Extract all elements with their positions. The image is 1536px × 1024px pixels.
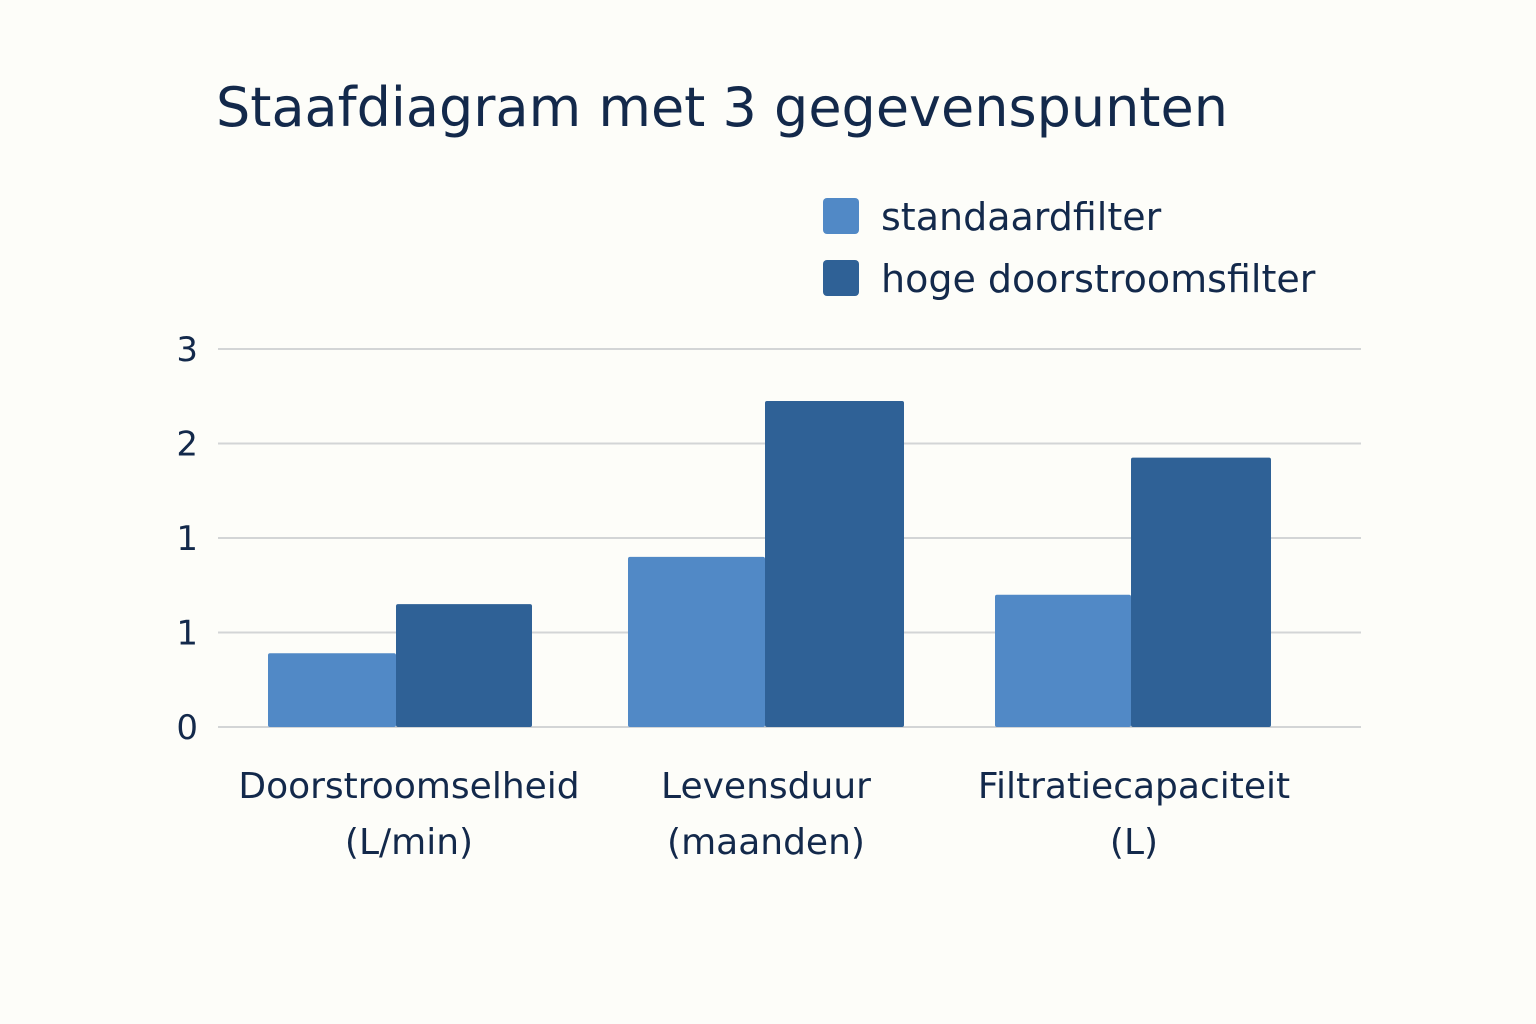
legend-label-standaardfilter: standaardfilter	[881, 195, 1162, 239]
bars	[268, 400, 1271, 727]
y-tick-label: 2	[176, 425, 198, 465]
y-tick-label: 3	[176, 330, 198, 370]
category-label: (maanden)	[667, 822, 865, 863]
legend: standaardfilter hoge doorstroomsfilter	[823, 195, 1316, 301]
bar-standaardfilter-0	[268, 653, 396, 727]
y-tick-label: 1	[176, 519, 198, 559]
bar-standaardfilter-1	[628, 556, 765, 727]
legend-label-hoge-doorstroomsfilter: hoge doorstroomsfilter	[881, 257, 1316, 301]
legend-swatch-hoge-doorstroomsfilter	[823, 260, 859, 296]
y-tick-label: 0	[176, 708, 198, 748]
y-tick-label: 1	[176, 614, 198, 654]
bar-hoge-doorstroomsfilter-0	[396, 604, 532, 727]
category-label: (L/min)	[345, 822, 473, 863]
chart-title: Staafdiagram met 3 gegevenspunten	[216, 76, 1228, 139]
category-label: (L)	[1110, 822, 1158, 863]
x-axis-categories: Doorstroomselheid (L/min) Levensduur (maand…	[238, 766, 1290, 863]
category-label: Levensduur	[661, 766, 871, 807]
bar-hoge-doorstroomsfilter-1	[765, 400, 904, 727]
bar-standaardfilter-2	[995, 594, 1131, 727]
category-label: Doorstroomselheid	[238, 766, 579, 807]
legend-swatch-standaardfilter	[823, 198, 859, 234]
y-axis-ticks: 0 1 1 2 3	[176, 330, 198, 748]
category-label: Filtratiecapaciteit	[978, 766, 1290, 807]
bar-hoge-doorstroomsfilter-2	[1131, 457, 1271, 727]
